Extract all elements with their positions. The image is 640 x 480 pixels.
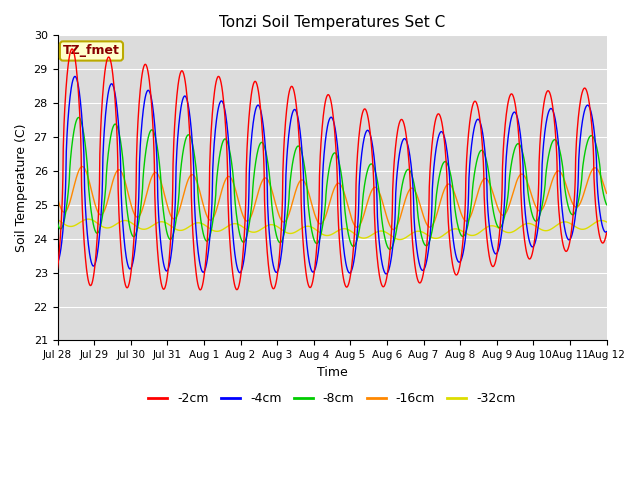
Title: Tonzi Soil Temperatures Set C: Tonzi Soil Temperatures Set C <box>219 15 445 30</box>
Y-axis label: Soil Temperature (C): Soil Temperature (C) <box>15 124 28 252</box>
Legend: -2cm, -4cm, -8cm, -16cm, -32cm: -2cm, -4cm, -8cm, -16cm, -32cm <box>143 387 520 410</box>
X-axis label: Time: Time <box>317 366 348 379</box>
Text: TZ_fmet: TZ_fmet <box>63 45 120 58</box>
